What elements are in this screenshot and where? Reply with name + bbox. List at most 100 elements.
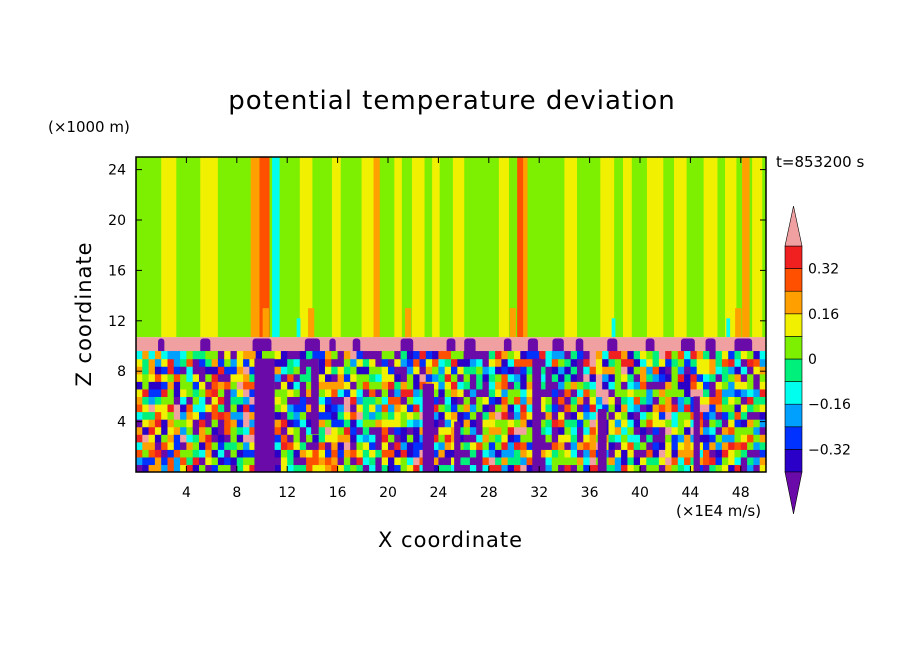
turbulent-cell [331,381,339,390]
turbulent-cell [211,403,219,413]
turbulent-cell [646,411,654,420]
turbulent-cell [224,411,232,420]
turbulent-cell [545,464,553,472]
turbulent-cell [205,434,213,443]
turbulent-cell [488,419,496,428]
turbulent-cell [457,419,465,428]
turbulent-cell [551,411,559,420]
turbulent-cell [180,381,187,390]
turbulent-cell [583,434,591,443]
turbulent-cell [419,358,427,367]
turbulent-cell [413,366,421,375]
turbulent-cell [753,464,761,472]
turbulent-cell [520,403,528,413]
turbulent-cell [747,373,754,382]
turbulent-cell [230,434,238,443]
turbulent-cell [715,441,723,450]
turbulent-cell [142,419,150,428]
turbulent-cell [476,456,484,466]
turbulent-cell [501,358,509,367]
turbulent-cell [362,388,370,397]
turbulent-cell [532,351,540,360]
turbulent-cell [495,449,502,458]
turbulent-cell [249,426,257,435]
turbulent-cell [211,456,219,466]
turbulent-cell [482,358,490,367]
turbulent-cell [444,381,452,390]
turbulent-cell [337,358,345,367]
turbulent-cell [734,373,742,382]
turbulent-cell [243,449,250,458]
turbulent-cell [236,449,244,458]
y-axis-unit: (×1000 m) [48,118,130,136]
turbulent-cell [740,449,748,458]
turbulent-cell [671,388,679,397]
turbulent-cell [388,411,395,420]
turbulent-cell [167,381,175,390]
turbulent-cell [577,381,584,390]
turbulent-cell [589,456,597,466]
turbulent-cell [665,366,673,375]
turbulent-cell [406,403,414,413]
turbulent-cell [463,358,471,367]
turbulent-cell [595,366,603,375]
turbulent-cell [495,456,502,466]
turbulent-cell [306,411,313,420]
turbulent-cell [148,396,156,405]
turbulent-cell [646,388,654,397]
turbulent-cell [400,419,408,428]
turbulent-cell [142,351,150,360]
turbulent-cell [249,381,257,390]
turbulent-cell [759,449,766,458]
turbulent-cell [356,396,364,405]
turbulent-cell [369,449,376,458]
turbulent-cell [589,449,597,458]
turbulent-cell [728,351,736,360]
turbulent-cell [350,388,358,397]
turbulent-cell [274,373,282,382]
turbulent-cell [671,351,679,360]
turbulent-cell [381,456,389,466]
turbulent-cell [192,373,200,382]
turbulent-cell [432,449,439,458]
turbulent-cell [268,351,276,360]
turbulent-cell [343,441,351,450]
turbulent-cell [199,449,206,458]
turbulent-cell [728,456,736,466]
turbulent-cell [526,358,534,367]
turbulent-cell [608,381,616,390]
turbulent-cell [583,464,591,472]
turbulent-cell [406,351,414,360]
turbulent-cell [243,456,250,466]
turbulent-cell [331,426,339,435]
turbulent-cell [759,396,766,405]
turbulent-cell [293,426,301,435]
turbulent-cell [728,419,736,428]
turbulent-cell [658,358,666,367]
turbulent-cell [545,403,553,413]
turbulent-cell [457,373,465,382]
turbulent-cell [545,388,553,397]
turbulent-cell [211,426,219,435]
turbulent-cell [161,419,169,428]
turbulent-cell [665,396,673,405]
turbulent-cell [217,411,225,420]
turbulent-cell [696,381,704,390]
turbulent-cell [696,464,704,472]
turbulent-cell [136,373,143,382]
turbulent-cell [589,388,597,397]
y-tick-label: 16 [108,263,126,279]
turbulent-cell [293,411,301,420]
turbulent-cell [577,373,584,382]
turbulent-cell [274,411,282,420]
turbulent-cell [192,381,200,390]
turbulent-cell [734,366,742,375]
turbulent-cell [205,373,213,382]
turbulent-cell [627,464,635,472]
turbulent-cell [488,403,496,413]
turbulent-cell [621,388,628,397]
turbulent-cell [721,456,729,466]
turbulent-cell [551,388,559,397]
turbulent-cell [608,358,616,367]
turbulent-cell [249,366,257,375]
